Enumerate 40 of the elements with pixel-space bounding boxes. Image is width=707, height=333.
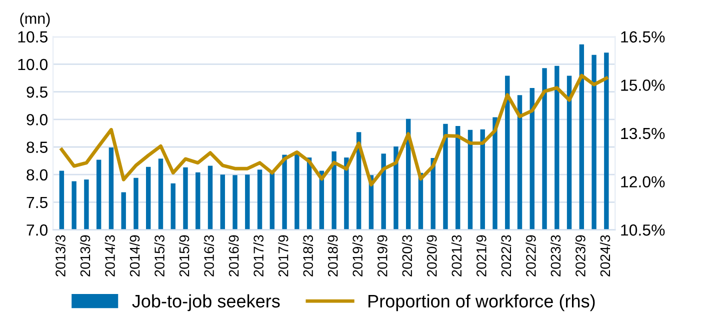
y-tick-label: 7.0 <box>26 224 48 236</box>
x-tick-label: 2018/3 <box>302 235 314 276</box>
y-axis-title: (mn) <box>20 12 50 27</box>
y-tick-label: 9.5 <box>26 86 48 98</box>
x-tick-label: 2021/9 <box>476 235 486 276</box>
x-tick-label: 2013/3 <box>55 235 66 276</box>
x-tick-label: 2021/3 <box>451 235 462 276</box>
x-tick-label: 2023/3 <box>550 235 561 276</box>
x-tick-label: 2016/9 <box>228 235 239 276</box>
y-tick-label: 10.5 <box>18 31 48 43</box>
legend-label: Proportion of workforce (rhs) <box>368 294 595 312</box>
y-tick-label: 8.0 <box>26 169 48 181</box>
y-tick-label: 7.5 <box>26 196 48 208</box>
x-tick-label: 2020/9 <box>426 235 437 276</box>
x-tick-label: 2013/9 <box>80 235 90 276</box>
x-tick-label: 2014/9 <box>130 235 140 276</box>
x-tick-label: 2022/9 <box>526 235 536 276</box>
x-tick-label: 2014/3 <box>104 235 115 276</box>
y2-tick-label: 12.0% <box>621 176 665 188</box>
y2-tick-label: 13.5% <box>621 128 665 140</box>
x-tick-label: 2017/9 <box>278 235 288 276</box>
legend-label: Job-to-job seekers <box>132 294 280 312</box>
x-tick-label: 2022/3 <box>500 235 512 276</box>
x-tick-label: 2015/9 <box>179 235 190 276</box>
y2-tick-label: 16.5% <box>621 31 665 43</box>
x-tick-label: 2018/9 <box>328 235 338 276</box>
x-tick-label: 2023/9 <box>575 235 586 276</box>
x-tick-label: 2016/3 <box>204 235 214 276</box>
x-tick-label: 2015/3 <box>154 235 164 276</box>
x-tick-label: 2020/3 <box>402 235 412 276</box>
x-tick-label: 2024/3 <box>600 235 610 276</box>
x-tick-label: 2017/3 <box>253 235 264 276</box>
x-tick-label: 2019/3 <box>352 235 363 276</box>
x-tick-label: 2019/9 <box>377 235 388 276</box>
y-tick-label: 8.5 <box>26 142 48 153</box>
y2-tick-label: 10.5% <box>621 224 665 236</box>
y2-tick-label: 15.0% <box>621 80 665 91</box>
y-tick-label: 9.0 <box>26 114 48 126</box>
y-tick-label: 10.0 <box>18 58 48 70</box>
line-series <box>60 74 608 186</box>
